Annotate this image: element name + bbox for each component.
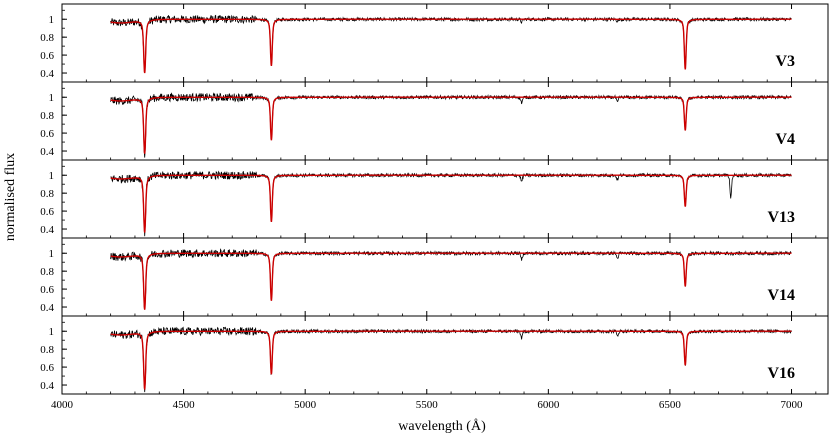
x-tick-label: 7000: [781, 399, 804, 411]
model-spectrum-v16: [110, 330, 792, 390]
panel-v13: 0.4 0.6 0.8 1 V13: [40, 159, 829, 239]
y-tick-label: 0.4: [40, 146, 54, 158]
panel-frame: [61, 237, 829, 317]
y-tick-label: 0.6: [40, 128, 54, 140]
model-spectrum-v13: [110, 174, 792, 233]
panel-label: V14: [767, 287, 795, 304]
y-tick-label: 1: [49, 326, 55, 338]
y-tick-label: 0.4: [40, 302, 54, 314]
panel-label: V4: [775, 131, 795, 148]
y-tick-label: 0.8: [40, 344, 54, 356]
observed-spectrum-v4: [110, 92, 792, 158]
y-tick-label: 0.8: [40, 188, 54, 200]
observed-spectrum-v14: [110, 248, 792, 309]
y-tick-label: 0.4: [40, 224, 54, 236]
panel-frame: [61, 3, 829, 83]
y-tick-label: 0.8: [40, 32, 54, 44]
y-tick-label: 1: [49, 248, 55, 260]
y-tick-label: 1: [49, 92, 55, 104]
panel-v4: 0.4 0.6 0.8 1 V4: [40, 81, 829, 161]
panel-label: V13: [767, 209, 795, 226]
panel-v16: 0.4 0.6 0.8 1 V16: [40, 315, 829, 395]
panels-group: 0.40.60.81V30.40.60.81V40.40.60.81V130.4…: [40, 3, 829, 395]
y-tick-label: 0.8: [40, 266, 54, 278]
x-tick-label: 6000: [537, 399, 560, 411]
y-tick-label: 0.6: [40, 206, 54, 218]
y-tick-label: 0.8: [40, 110, 54, 122]
y-tick-label: 0.4: [40, 380, 54, 392]
panel-frame: [61, 81, 829, 161]
x-axis: 4000 4500 5000 5500 6000 6500 7000: [51, 399, 803, 411]
model-spectrum-v3: [110, 18, 792, 74]
x-tick-label: 4500: [173, 399, 196, 411]
model-spectrum-v14: [110, 252, 792, 310]
y-tick-label: 1: [49, 14, 55, 26]
panel-v14: 0.4 0.6 0.8 1 V14: [40, 237, 829, 317]
y-tick-label: 0.6: [40, 284, 54, 296]
x-tick-label: 5500: [416, 399, 439, 411]
panel-frame: [61, 159, 829, 239]
panel-frame: [61, 315, 829, 395]
panel-v3: 0.4 0.6 0.8 1 V3: [40, 3, 829, 83]
x-tick-label: 4000: [51, 399, 74, 411]
x-tick-label: 6500: [659, 399, 682, 411]
y-tick-label: 1: [49, 170, 55, 182]
observed-spectrum-v3: [110, 14, 792, 73]
model-spectrum-v4: [110, 96, 792, 154]
observed-spectrum-v16: [110, 326, 792, 393]
x-axis-title: wavelength (Å): [398, 418, 486, 434]
panel-label: V3: [775, 53, 795, 70]
y-axis-title: normalised flux: [3, 153, 18, 241]
x-tick-label: 5000: [294, 399, 317, 411]
y-tick-label: 0.6: [40, 50, 54, 62]
y-tick-label: 0.4: [40, 68, 54, 80]
observed-spectrum-v13: [110, 170, 792, 237]
panel-label: V16: [767, 365, 795, 382]
y-tick-label: 0.6: [40, 362, 54, 374]
